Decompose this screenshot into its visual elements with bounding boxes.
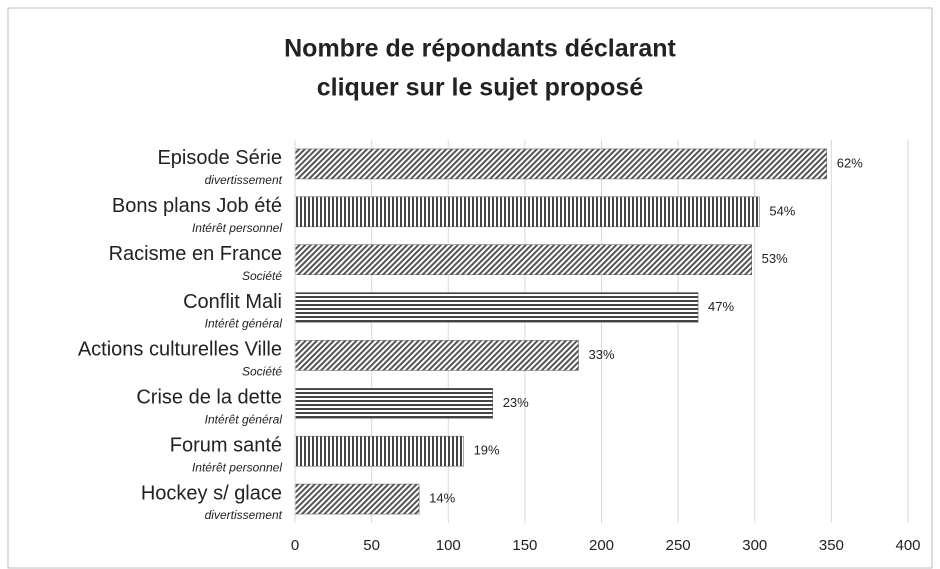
value-label: 14% [429,491,455,506]
bar [294,148,828,180]
subcategory-label: Société [242,269,282,283]
value-label: 62% [837,155,863,170]
subcategory-label: Intérêt personnel [192,460,282,474]
bar [294,388,493,419]
bar [294,483,420,515]
bar [294,244,752,275]
bar [294,435,464,467]
subcategory-label: Société [242,365,282,379]
subcategory-label: Intérêt personnel [192,221,282,235]
x-tick-label: 350 [819,537,844,554]
value-label: 19% [474,443,500,458]
category-label: Hockey s/ glace [141,482,282,504]
x-tick-label: 300 [742,537,767,554]
subcategory-label: divertissement [205,173,283,187]
x-tick-label: 50 [363,537,380,554]
value-label: 47% [708,299,734,314]
category-label: Racisme en France [109,243,282,265]
category-label: Bons plans Job été [112,195,282,217]
x-tick-label: 250 [666,537,691,554]
value-label: 54% [769,203,795,218]
subcategory-label: Intérêt général [205,317,283,331]
subcategory-label: divertissement [205,508,283,522]
frame [7,7,933,569]
bar [294,292,699,323]
category-label: Forum santé [170,434,282,456]
bar [294,340,579,371]
category-label: Actions culturelles Ville [78,339,282,361]
category-label: Conflit Mali [183,291,282,313]
value-label: 53% [762,251,788,266]
subcategory-label: Intérêt général [205,412,283,426]
x-tick-label: 400 [895,537,920,554]
x-tick-label: 150 [512,537,537,554]
value-label: 23% [503,395,529,410]
category-label: Crise de la dette [136,387,282,409]
x-tick-label: 100 [436,537,461,554]
x-tick-label: 0 [291,537,299,554]
chart-title: cliquer sur le sujet proposé [317,74,644,102]
x-tick-label: 200 [589,537,614,554]
value-label: 33% [589,347,615,362]
chart-title: Nombre de répondants déclarant [284,35,676,63]
bar [294,196,760,228]
category-label: Episode Série [157,147,282,169]
